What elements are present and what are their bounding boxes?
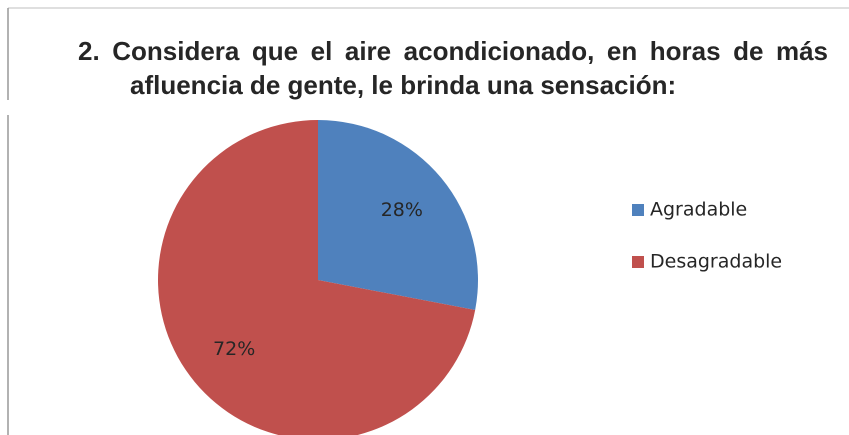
legend-swatch — [632, 256, 644, 268]
legend-swatch — [632, 204, 644, 216]
chart-title: 2. Considera que el aire acondicionado, … — [78, 36, 828, 100]
data-label: 28% — [381, 199, 423, 221]
data-label: 72% — [213, 338, 255, 360]
pie-slice — [318, 120, 478, 310]
pie-slice — [158, 120, 476, 435]
legend-label: Desagradable — [650, 251, 782, 273]
legend-label: Agradable — [650, 199, 747, 221]
